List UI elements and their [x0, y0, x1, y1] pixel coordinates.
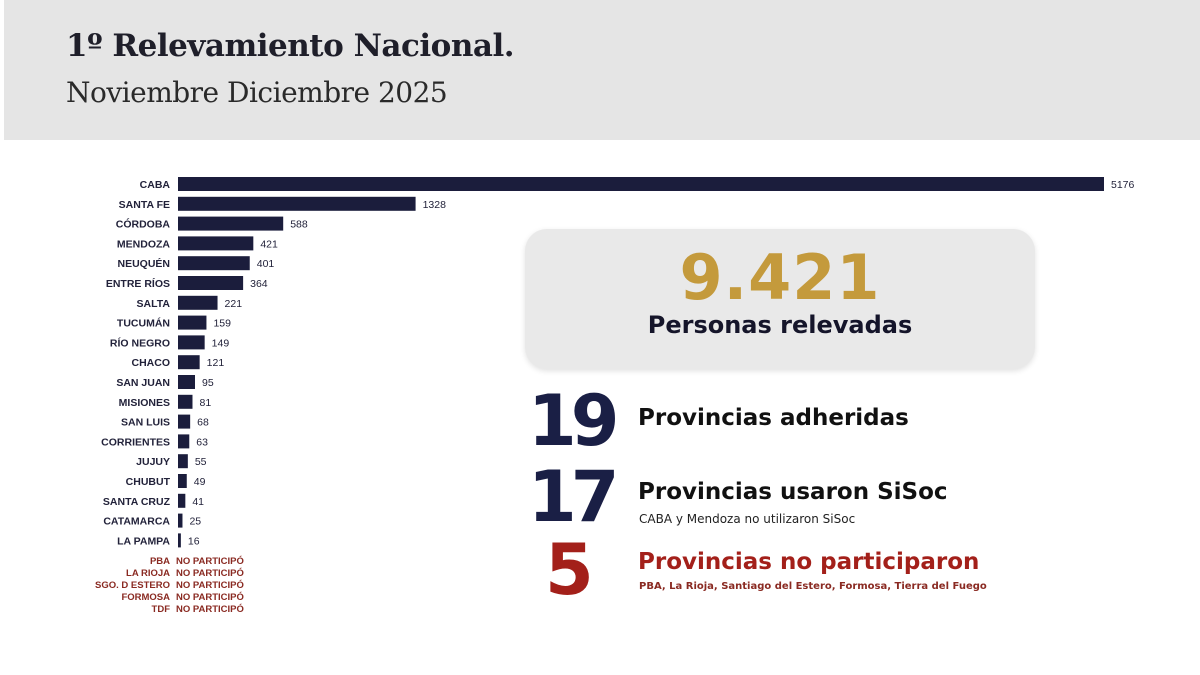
non-participant-label: FORMOSA	[121, 592, 170, 603]
bar-label: CÓRDOBA	[116, 218, 171, 231]
bar	[178, 454, 188, 469]
bar-label: ENTRE RÍOS	[106, 277, 170, 290]
non-participant-status: NO PARTICIPÓ	[176, 603, 244, 615]
bar-value: 41	[192, 496, 204, 508]
bar-label: CABA	[140, 179, 171, 191]
bar	[178, 295, 218, 310]
stat-number-sisoc: 17	[528, 456, 619, 538]
bar	[178, 375, 195, 389]
bar-value: 63	[196, 436, 208, 448]
bar-label: CHACO	[132, 357, 171, 369]
bar-value: 364	[250, 278, 268, 290]
header-band: 1º Relevamiento Nacional. Noviembre Dici…	[4, 0, 1200, 140]
bar-value: 25	[189, 516, 201, 528]
bar-value: 55	[195, 456, 207, 468]
bar	[178, 315, 207, 330]
bar	[178, 177, 1104, 191]
bar-label: MISIONES	[119, 397, 170, 409]
stat-label-no-participaron: Provincias no participaron	[638, 549, 980, 575]
bar-label: LA PAMPA	[117, 535, 170, 547]
stat-note-sisoc: CABA y Mendoza no utilizaron SiSoc	[639, 512, 856, 526]
page-title: 1º Relevamiento Nacional.	[66, 28, 515, 64]
bar	[178, 216, 284, 231]
bar-label: JUJUY	[136, 456, 170, 468]
bar	[178, 474, 187, 488]
bar	[178, 256, 250, 271]
bar-value: 121	[207, 357, 225, 369]
bar-value: 221	[225, 298, 243, 310]
non-participant-status: NO PARTICIPÓ	[176, 579, 244, 591]
bar	[178, 394, 193, 409]
bar-value: 588	[290, 219, 308, 231]
bar	[178, 236, 254, 251]
bar-value: 16	[188, 535, 200, 547]
bar-value: 421	[260, 238, 278, 250]
non-participant-status: NO PARTICIPÓ	[176, 555, 244, 567]
bar	[178, 355, 200, 370]
bar	[178, 533, 181, 548]
total-number: 9.421	[679, 241, 881, 314]
bar-value: 49	[194, 476, 206, 488]
non-participant-label: PBA	[150, 556, 170, 567]
non-participant-status: NO PARTICIPÓ	[176, 567, 244, 579]
bar-value: 81	[199, 397, 211, 409]
bar-value: 68	[197, 417, 209, 429]
non-participant-status: NO PARTICIPÓ	[176, 591, 244, 603]
stat-number-adheridas: 19	[528, 380, 619, 462]
bar-value: 401	[257, 258, 275, 270]
bar-label: NEUQUÉN	[117, 257, 170, 270]
bar-label: MENDOZA	[117, 238, 170, 250]
bar-label: SANTA FE	[119, 199, 170, 211]
bar-label: RÍO NEGRO	[110, 336, 170, 349]
bar	[178, 335, 205, 350]
non-participant-label: LA RIOJA	[126, 568, 170, 579]
bar-value: 5176	[1111, 179, 1135, 191]
bar-label: TUCUMÁN	[117, 317, 170, 330]
bar	[178, 513, 183, 528]
bar-value: 1328	[423, 199, 447, 211]
stat-number-no-participaron: 5	[545, 529, 594, 611]
total-card: 9.421 Personas relevadas	[525, 229, 1035, 369]
total-label: Personas relevadas	[647, 311, 913, 339]
bar	[178, 434, 190, 449]
bar	[178, 414, 191, 429]
stat-label-adheridas: Provincias adheridas	[638, 405, 909, 431]
bar-label: SAN JUAN	[116, 377, 170, 389]
bar-label: CHUBUT	[126, 476, 171, 488]
bar-value: 149	[212, 337, 230, 349]
bar	[178, 276, 244, 290]
bar-label: CORRIENTES	[101, 436, 170, 448]
bar-value: 95	[202, 377, 214, 389]
bar-label: SALTA	[137, 298, 171, 310]
bar-label: CATAMARCA	[103, 516, 170, 528]
bar-value: 159	[213, 318, 231, 330]
bar	[178, 493, 186, 508]
bar	[178, 196, 416, 211]
stat-label-sisoc: Provincias usaron SiSoc	[638, 479, 948, 505]
bar-label: SANTA CRUZ	[103, 496, 171, 508]
non-participant-label: SGO. D ESTERO	[95, 580, 170, 591]
stat-note-no-participaron: PBA, La Rioja, Santiago del Estero, Form…	[639, 581, 987, 592]
page-subtitle: Noviembre Diciembre 2025	[66, 76, 448, 109]
bar-label: SAN LUIS	[121, 417, 170, 429]
non-participant-label: TDF	[152, 604, 171, 615]
